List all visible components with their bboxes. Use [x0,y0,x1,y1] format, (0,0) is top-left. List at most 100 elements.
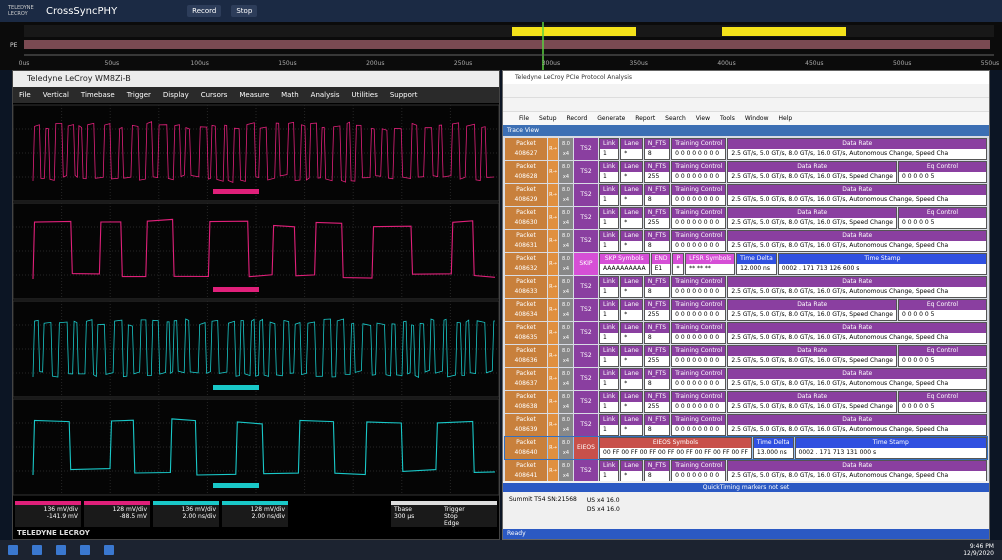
packet-row[interactable]: Packet 408640 R→ 8.0 x4 EIEOS EIEOS Symbols 00 … [504,436,988,460]
field-label: Data Rate [728,415,986,425]
packet-row[interactable]: Packet 408638 R→ 8.0 x4 TS2 Link 1 Lane * N_FTS 255… [505,391,987,413]
field: N_FTS 255 [643,299,671,321]
field-label: Data Rate [728,231,986,241]
label: Packet [516,301,536,308]
field: N_FTS 8 [643,230,671,252]
packet-row[interactable]: Packet 408631 R→ 8.0 x4 TS2 Link 1 Lane * N_FTS 8 Tr… [505,230,987,252]
number: 408633 [514,288,538,295]
label: Packet [516,462,536,469]
label: Tbase [394,506,412,513]
field-value: 1 [600,310,619,320]
field: Data Rate 2.5 GT/s, 5.0 GT/s, 8.0 GT/s, 1… [727,368,987,390]
field-label: Link [600,346,619,356]
width: x4 [562,473,570,479]
width: x4 [562,312,570,318]
field-value: * [621,310,642,320]
number: 408638 [514,403,538,410]
field: Data Rate 2.5 GT/s, 5.0 GT/s, 8.0 GT/s, 1… [727,184,987,206]
number: 408630 [514,219,538,226]
top-bar: TELEDYNE LECROY CrossSyncPHY Record Stop [0,0,1002,22]
packet-row[interactable]: Packet 408637 R→ 8.0 x4 TS2 Link 1 Lane * N_FTS 8 Tr… [505,368,987,390]
field-label: Lane [621,277,642,287]
packet-row[interactable]: Packet 408629 R→ 8.0 x4 TS2 Link 1 Lane * N_FTS 8 Tr… [505,184,987,206]
direction: R→ [548,437,558,459]
field-label: Data Rate [728,369,986,379]
field-value: E1 [651,264,671,274]
packet-id: Packet 408627 [505,138,547,160]
packet-row[interactable]: Packet 408630 R→ 8.0 x4 TS2 Link 1 Lane * N_FTS 255… [505,207,987,229]
link-speed: 8.0 x4 [559,230,573,252]
packet-row[interactable]: Packet 408632 R→ 8.0 x4 SKIP SKP Symbols AAAAAA… [505,253,987,275]
label: Packet [516,209,536,216]
link-speed: 8.0 x4 [559,161,573,183]
field: Link 1 [599,230,620,252]
field-label: N_FTS [644,185,670,195]
field: Training Control 0 0 0 0 0 0 0 0 [671,345,727,367]
label: Packet [516,347,536,354]
toolbar [503,84,989,98]
label: Packet [516,255,536,262]
width: x4 [562,450,570,456]
packet-row[interactable]: Packet 408627 R→ 8.0 x4 TS2 Link 1 Lane * N_FTS 8 Tr… [505,138,987,160]
link-speed: 8.0 x4 [559,345,573,367]
field-label: Training Control [672,139,726,149]
packet-type: TS2 [574,230,598,252]
field-label: Lane [621,346,642,356]
packet-type: EIEOS [574,437,598,459]
field: Time Stamp 0002 . 171 713 126 600 s [777,253,987,275]
packet-row[interactable]: Packet 408633 R→ 8.0 x4 TS2 Link 1 Lane * N_FTS 8 Tr… [505,276,987,298]
menu-item: File [19,91,31,99]
field: N_FTS 8 [643,368,671,390]
packet-type: SKIP [574,253,598,275]
packet-row[interactable]: Packet 408639 R→ 8.0 x4 TS2 Link 1 Lane * N_FTS 8 Tr… [505,414,987,436]
field: N_FTS 8 [643,276,671,298]
links: US x4 16.0 DS x4 16.0 [587,496,620,514]
packet-row[interactable]: Packet 408634 R→ 8.0 x4 TS2 Link 1 Lane * N_FTS 255… [505,299,987,321]
field-label: Lane [621,392,642,402]
timing-strip: PE 0us 50us 100us 150us 200us 250us 300us 350us 4… [0,22,1002,70]
field-value: 1 [600,356,619,366]
field-value: 2.5 GT/s, 5.0 GT/s, 8.0 GT/s, 16.0 GT/s,… [728,172,896,182]
packet-type: TS2 [574,391,598,413]
icon[interactable] [56,545,66,555]
direction: R→ [548,391,558,413]
stop-button[interactable]: Stop [231,5,258,17]
field-value: 00 FF 00 FF 00 FF 00 FF 00 FF 00 FF 00 F… [600,448,751,458]
field-label: Training Control [672,323,726,333]
footer-brand: TELEDYNE LECROY [17,529,90,537]
field-label: Time Delta [753,438,793,448]
field: Link 1 [599,207,620,229]
packet-row[interactable]: Packet 408641 R→ 8.0 x4 TS2 Link 1 Lane * N_FTS 8 Tr… [505,460,987,481]
icon[interactable] [32,545,42,555]
icon[interactable] [8,545,18,555]
field-label: N_FTS [644,231,670,241]
field-value: 1 [600,172,619,182]
waveform [32,121,495,183]
field: Lane * [620,161,643,183]
icon[interactable] [80,545,90,555]
packet-row[interactable]: Packet 408636 R→ 8.0 x4 TS2 Link 1 Lane * N_FTS 255… [505,345,987,367]
number: 408635 [514,334,538,341]
field: Training Control 0 0 0 0 0 0 0 0 [671,161,727,183]
menu-bar: File Vertical Timebase Trigger Display Cursor… [13,87,499,103]
field: Training Control 0 0 0 0 0 0 0 0 [671,299,727,321]
packet-row[interactable]: Packet 408628 R→ 8.0 x4 TS2 Link 1 Lane * N_FTS 255… [505,161,987,183]
field-label: Link [600,300,619,310]
channel-box: 128 mV/div 2.00 ns/div [222,501,288,527]
record-button[interactable]: Record [187,5,222,17]
field: Link 1 [599,184,620,206]
icon[interactable] [104,545,114,555]
field: Data Rate 2.5 GT/s, 5.0 GT/s, 8.0 GT/s, 1… [727,460,987,481]
packet-row[interactable]: Packet 408635 R→ 8.0 x4 TS2 Link 1 Lane * N_FTS 8 Tr… [505,322,987,344]
field-label: Lane [621,162,642,172]
field: Data Rate 2.5 GT/s, 5.0 GT/s, 8.0 GT/s, 1… [727,230,987,252]
packet-type: TS2 [574,207,598,229]
field-label: Data Rate [728,323,986,333]
label: Packet [516,324,536,331]
field-value: 0 0 0 0 0 0 0 0 [672,195,726,205]
view-header: Trace View [503,125,989,136]
menu-item: Setup [539,115,557,122]
packet-type: TS2 [574,414,598,436]
field: Training Control 0 0 0 0 0 0 0 0 [671,391,727,413]
field: Training Control 0 0 0 0 0 0 0 0 [671,322,727,344]
